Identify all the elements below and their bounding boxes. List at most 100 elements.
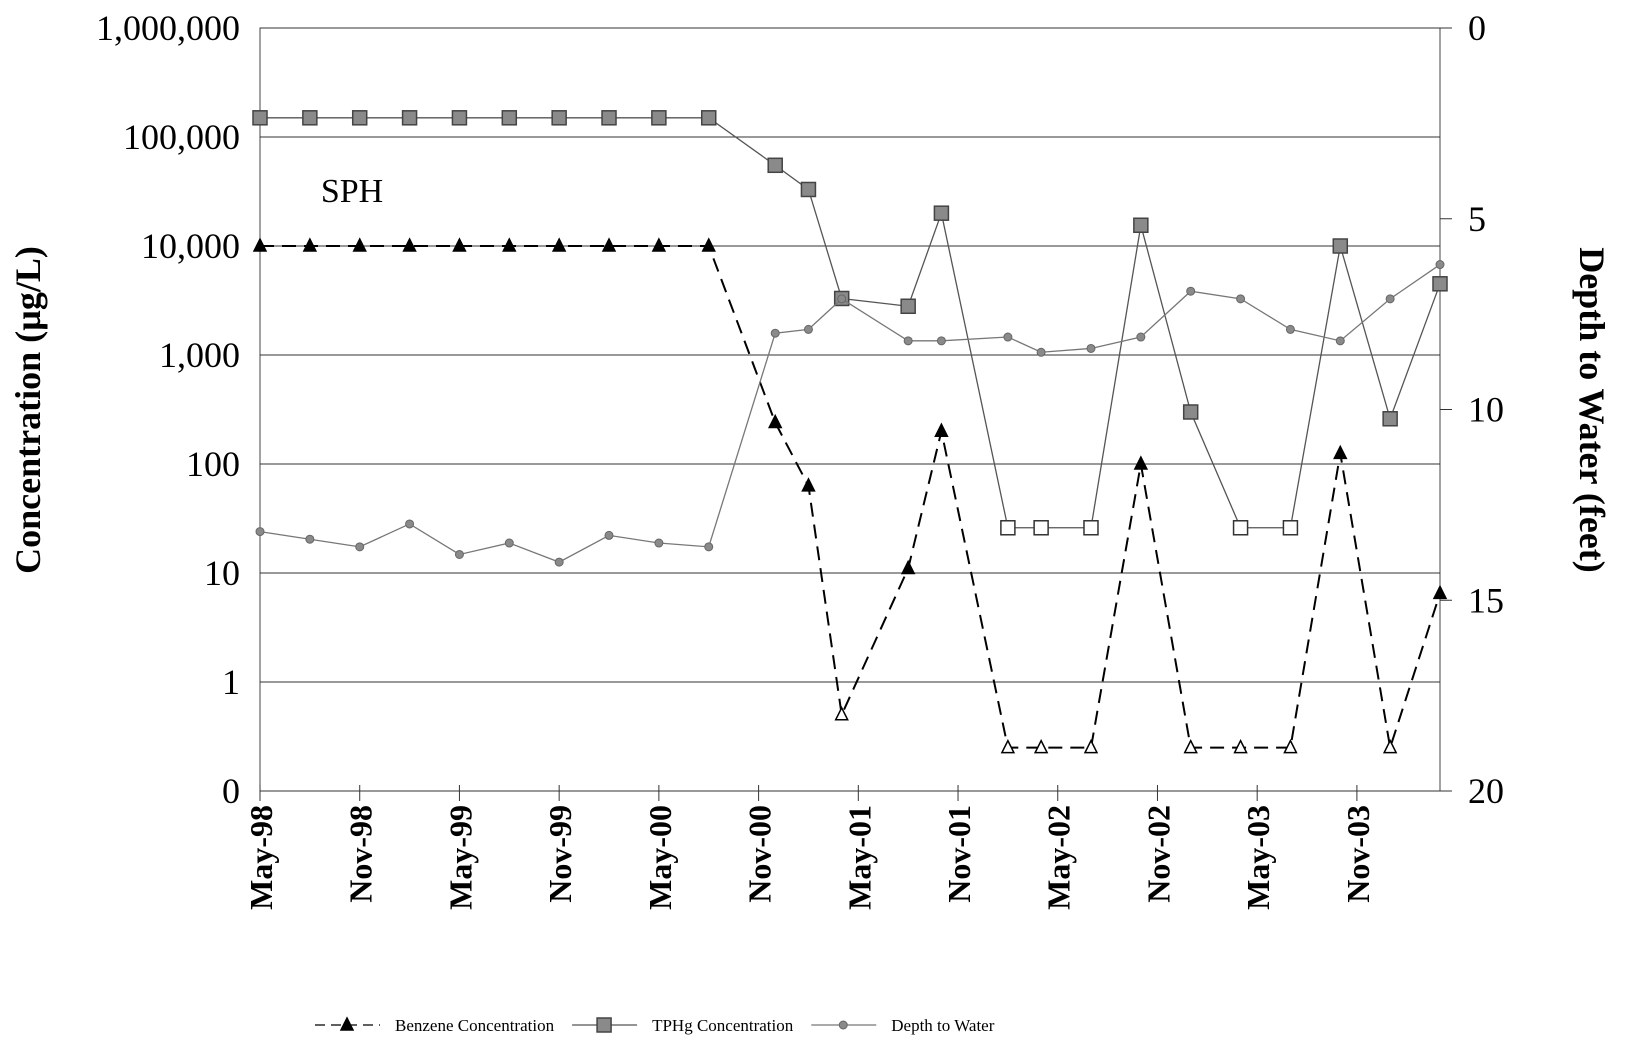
marker xyxy=(1382,738,1398,754)
legend-item: Benzene Concentration xyxy=(315,1016,555,1035)
y-tick-label: 100 xyxy=(186,444,240,484)
marker xyxy=(1382,411,1398,427)
marker xyxy=(803,324,813,334)
y-axis-title: Concentration (µg/L) xyxy=(8,246,48,574)
marker xyxy=(700,110,717,126)
x-tick-label: Nov-02 xyxy=(1140,805,1176,903)
series-line xyxy=(259,263,1441,563)
marker xyxy=(1186,286,1196,296)
marker xyxy=(1133,217,1149,234)
marker xyxy=(252,110,268,126)
y-tick-label: 0 xyxy=(222,771,240,811)
marker xyxy=(1385,294,1395,304)
x-tick-label: May-02 xyxy=(1041,805,1077,910)
marker xyxy=(837,294,847,304)
x-tick-label: May-00 xyxy=(642,805,678,910)
plot-frame xyxy=(259,27,1441,792)
legend-item: TPHg Concentration xyxy=(572,1016,794,1035)
marker xyxy=(900,298,916,315)
marker xyxy=(1333,444,1348,460)
marker xyxy=(401,110,418,126)
marker xyxy=(252,237,268,252)
legend-label: Benzene Concentration xyxy=(395,1016,555,1035)
marker xyxy=(1000,520,1016,536)
x-tick-label: May-01 xyxy=(841,805,877,910)
marker xyxy=(554,557,564,567)
legend-item: Depth to Water xyxy=(811,1016,995,1035)
marker xyxy=(355,542,365,552)
x-tick-label: Nov-00 xyxy=(742,805,778,903)
marker xyxy=(1083,520,1099,536)
marker xyxy=(936,336,946,346)
marker xyxy=(801,477,816,492)
marker xyxy=(452,237,467,252)
marker xyxy=(405,519,415,529)
marker xyxy=(770,328,780,338)
marker xyxy=(351,110,368,126)
legend-marker xyxy=(339,1016,355,1031)
marker xyxy=(601,110,617,126)
marker xyxy=(551,237,567,252)
marker xyxy=(800,181,817,198)
y-tick-label: 100,000 xyxy=(123,117,240,157)
marker xyxy=(1182,404,1199,420)
y2-tick-label: 5 xyxy=(1468,199,1486,239)
marker xyxy=(504,538,514,548)
marker xyxy=(1435,260,1445,270)
y2-tick-label: 0 xyxy=(1468,8,1486,48)
y-tick-label: 1,000,000 xyxy=(96,8,240,48)
marker xyxy=(1432,276,1448,292)
marker xyxy=(767,413,783,429)
y2-axis-title: Depth to Water (feet) xyxy=(1572,247,1612,573)
marker xyxy=(1335,336,1345,346)
marker xyxy=(1033,520,1049,536)
marker xyxy=(352,237,367,252)
marker xyxy=(402,237,417,252)
marker xyxy=(1003,332,1013,342)
marker xyxy=(651,237,667,252)
marker xyxy=(704,542,714,552)
marker xyxy=(1086,343,1096,353)
marker xyxy=(1000,738,1016,754)
x-tick-label: Nov-99 xyxy=(542,805,578,903)
marker xyxy=(1332,238,1349,254)
series-line xyxy=(260,117,1441,529)
marker xyxy=(933,205,950,221)
marker xyxy=(1282,520,1299,536)
marker xyxy=(1236,294,1246,304)
y-tick-label: 1 xyxy=(222,662,240,702)
marker xyxy=(305,534,315,544)
marker xyxy=(601,237,617,252)
marker xyxy=(1083,738,1099,754)
marker xyxy=(454,549,464,559)
marker xyxy=(767,157,783,174)
marker xyxy=(654,538,664,548)
y2-tick-label: 20 xyxy=(1468,771,1504,811)
marker xyxy=(1285,324,1295,334)
marker xyxy=(1133,455,1149,470)
y-tick-label: 10 xyxy=(204,553,240,593)
marker xyxy=(604,530,614,540)
annotation: SPH xyxy=(321,173,383,210)
marker xyxy=(1183,738,1198,754)
x-tick-label: Nov-03 xyxy=(1340,805,1376,903)
marker xyxy=(302,110,318,126)
y2-tick-label: 10 xyxy=(1468,390,1504,430)
marker xyxy=(1033,738,1049,754)
marker xyxy=(502,237,517,252)
marker xyxy=(701,237,716,252)
x-tick-label: Nov-98 xyxy=(343,805,379,903)
x-tick-label: May-99 xyxy=(442,805,478,910)
x-tick-label: May-98 xyxy=(243,805,279,910)
marker xyxy=(834,706,849,721)
y-tick-label: 10,000 xyxy=(141,226,240,266)
marker xyxy=(903,336,913,346)
legend-marker xyxy=(596,1017,612,1033)
legend-marker xyxy=(838,1020,848,1030)
y-tick-label: 1,000 xyxy=(159,335,240,375)
legend-label: Depth to Water xyxy=(891,1016,994,1035)
marker xyxy=(1233,738,1248,754)
marker xyxy=(934,422,949,437)
